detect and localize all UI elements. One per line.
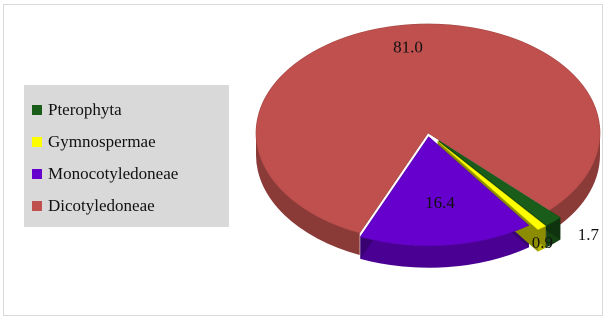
pie-slice-gymnospermae bbox=[437, 140, 547, 231]
pie-chart: 81.0 16.4 1.7 0.9 bbox=[255, 23, 601, 268]
pie-slice-dicotyledoneae bbox=[255, 23, 601, 234]
legend-swatch-monocotyledoneae bbox=[32, 169, 42, 179]
legend-label-gymnospermae: Gymnospermae bbox=[48, 132, 156, 151]
legend-label-pterophyta: Pterophyta bbox=[48, 100, 122, 119]
legend-swatch-pterophyta bbox=[32, 105, 42, 115]
data-label-pterophyta: 1.7 bbox=[578, 225, 600, 244]
legend-label-dicotyledoneae: Dicotyledoneae bbox=[48, 196, 155, 215]
pie-side-dicotyledoneae-1 bbox=[549, 133, 600, 233]
chart-legend: Pterophyta Gymnospermae Monocotyledoneae… bbox=[24, 85, 229, 227]
data-label-monocotyledoneae: 16.4 bbox=[425, 193, 455, 212]
data-label-gymnospermae: 0.9 bbox=[532, 233, 553, 252]
legend-swatch-gymnospermae bbox=[32, 137, 42, 147]
pie-slice-monocotyledoneae bbox=[359, 136, 530, 247]
pie-slice-pterophyta bbox=[438, 140, 561, 226]
legend-item-gymnospermae: Gymnospermae bbox=[32, 126, 229, 158]
legend-swatch-dicotyledoneae bbox=[32, 201, 42, 211]
legend-item-monocotyledoneae: Monocotyledoneae bbox=[32, 158, 229, 190]
legend-label-monocotyledoneae: Monocotyledoneae bbox=[48, 164, 179, 183]
chart-frame: 81.0 16.4 1.7 0.9 Pterophyta Gymnospermae M… bbox=[3, 4, 603, 316]
legend-item-dicotyledoneae: Dicotyledoneae bbox=[32, 190, 229, 222]
legend-item-pterophyta: Pterophyta bbox=[32, 94, 229, 126]
pie-side-monocotyledoneae bbox=[360, 225, 529, 268]
data-label-dicotyledoneae: 81.0 bbox=[393, 38, 423, 57]
